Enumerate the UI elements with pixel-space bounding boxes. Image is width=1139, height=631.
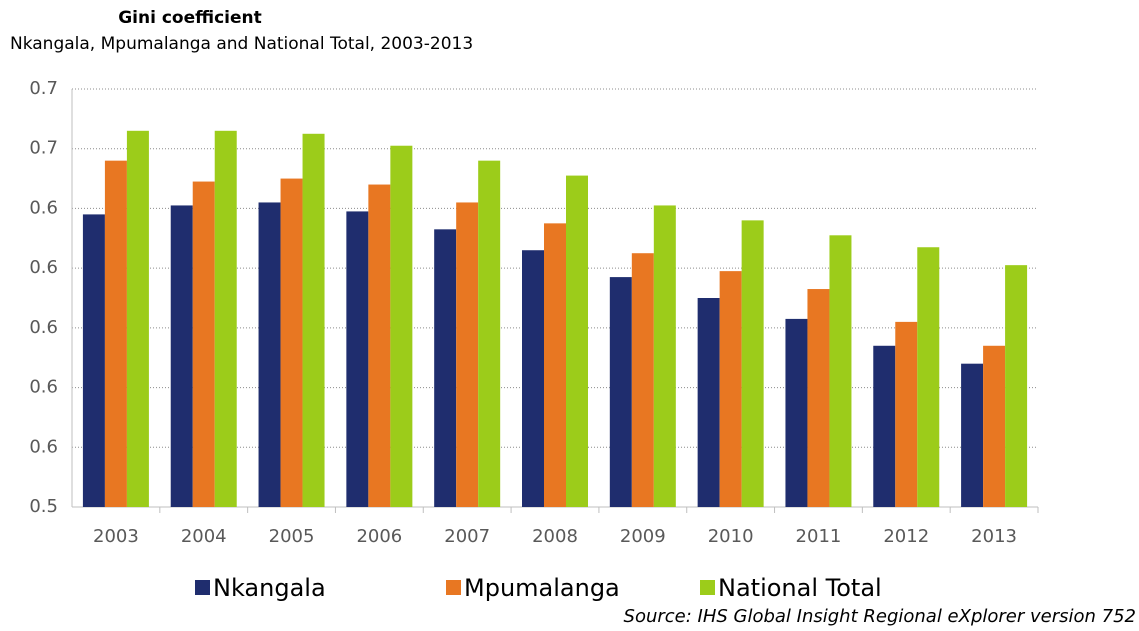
bar [170, 205, 193, 507]
legend-swatch [446, 580, 461, 595]
x-tick-label: 2007 [444, 526, 490, 547]
source-note: Source: IHS Global Insight Regional eXpl… [624, 606, 1136, 627]
bar [346, 211, 369, 507]
bar [104, 160, 127, 507]
x-tick-label: 2008 [532, 526, 578, 547]
bar [390, 145, 413, 507]
bar [456, 202, 479, 507]
legend-swatch [700, 580, 715, 595]
bar [961, 363, 984, 507]
x-tick-label: 2011 [796, 526, 842, 547]
x-tick-label: 2005 [269, 526, 315, 547]
bar [478, 160, 501, 507]
y-tick-label: 0.6 [29, 197, 58, 218]
bar [82, 214, 105, 507]
x-tick-label: 2009 [620, 526, 666, 547]
y-tick-label: 0.7 [29, 78, 58, 99]
bar [741, 220, 764, 507]
bar [983, 345, 1006, 507]
x-tick-label: 2006 [356, 526, 402, 547]
legend-label: Mpumalanga [464, 574, 620, 602]
bar [192, 181, 215, 508]
bar [258, 202, 281, 507]
bar [697, 298, 720, 507]
y-tick-label: 0.6 [29, 436, 58, 457]
y-tick-label: 0.7 [29, 138, 58, 159]
x-tick-label: 2013 [971, 526, 1017, 547]
bar [895, 321, 918, 507]
bar [434, 229, 457, 508]
legend-label: Nkangala [213, 574, 326, 602]
bar [522, 250, 544, 507]
bar [280, 178, 303, 508]
x-tick-label: 2010 [708, 526, 754, 547]
y-tick-label: 0.6 [29, 317, 58, 338]
bar [214, 130, 237, 508]
x-tick-label: 2003 [93, 526, 139, 547]
bar [126, 130, 149, 508]
x-tick-label: 2012 [883, 526, 929, 547]
bar [302, 133, 325, 508]
bar [785, 318, 808, 507]
chart-title: Gini coefficient [118, 8, 262, 28]
bar [653, 205, 676, 507]
legend-swatch [195, 580, 210, 595]
bar [368, 184, 391, 508]
bar [807, 289, 830, 507]
bar [917, 247, 940, 507]
bar [719, 271, 742, 507]
bar [1005, 265, 1028, 507]
bar [566, 175, 588, 508]
legend-label: National Total [718, 574, 882, 602]
chart-subtitle: Nkangala, Mpumalanga and National Total,… [10, 34, 473, 54]
bar [544, 223, 566, 507]
bar [609, 277, 632, 507]
y-tick-label: 0.6 [29, 257, 58, 278]
bar [829, 235, 852, 508]
bar [873, 345, 896, 507]
bar [631, 253, 654, 507]
x-tick-label: 2004 [181, 526, 227, 547]
y-tick-label: 0.6 [29, 377, 58, 398]
y-tick-label: 0.5 [29, 496, 58, 517]
